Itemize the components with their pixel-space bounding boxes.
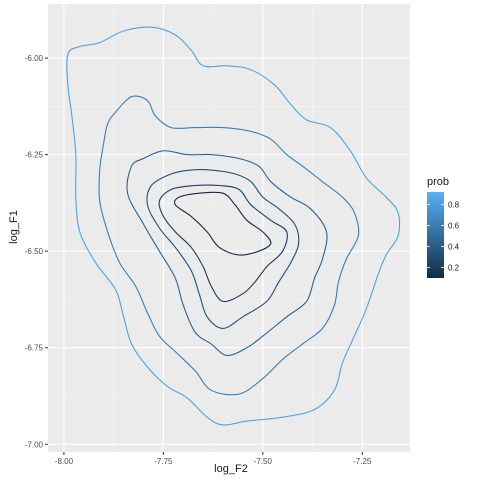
legend-title: prob (427, 176, 449, 188)
y-tick-label: -6.25 (25, 151, 44, 160)
contour-line (66, 26, 401, 426)
y-tick-label: -6.00 (25, 54, 44, 63)
x-tick-label: -7.25 (353, 457, 372, 466)
x-tick-label: -7.50 (254, 457, 273, 466)
contour-line (158, 184, 288, 303)
colorbar-label: 0.2 (448, 264, 460, 273)
colorbar-label: 0.8 (448, 201, 460, 210)
y-tick-label: -6.50 (25, 247, 44, 256)
x-tick-label: -8.00 (55, 457, 74, 466)
contour-line (146, 169, 300, 329)
contour-line (173, 191, 272, 256)
y-tick-label: -6.75 (25, 344, 44, 353)
y-tick-label: -7.00 (25, 440, 44, 449)
x-tick-label: -7.75 (154, 457, 173, 466)
x-axis-title: log_F2 (214, 463, 248, 475)
contour-lines (66, 26, 401, 426)
major-gridlines (48, 4, 410, 452)
colorbar-label: 0.6 (448, 222, 460, 231)
colorbar-ticks: 0.2 0.4 0.6 0.8 (427, 201, 460, 273)
contour-line (98, 95, 360, 396)
y-axis-title: log_F1 (8, 210, 20, 244)
x-axis: -8.00 -7.75 -7.50 -7.25 (55, 452, 372, 466)
colorbar (427, 192, 444, 278)
colorbar-label: 0.4 (448, 243, 460, 252)
legend: prob 0.2 0.4 0.6 0.8 (427, 176, 460, 278)
plot-panel (48, 4, 410, 452)
contour-line (126, 150, 328, 356)
minor-gridlines (48, 4, 410, 452)
y-axis: -6.00 -6.25 -6.50 -6.75 -7.00 (25, 54, 48, 449)
